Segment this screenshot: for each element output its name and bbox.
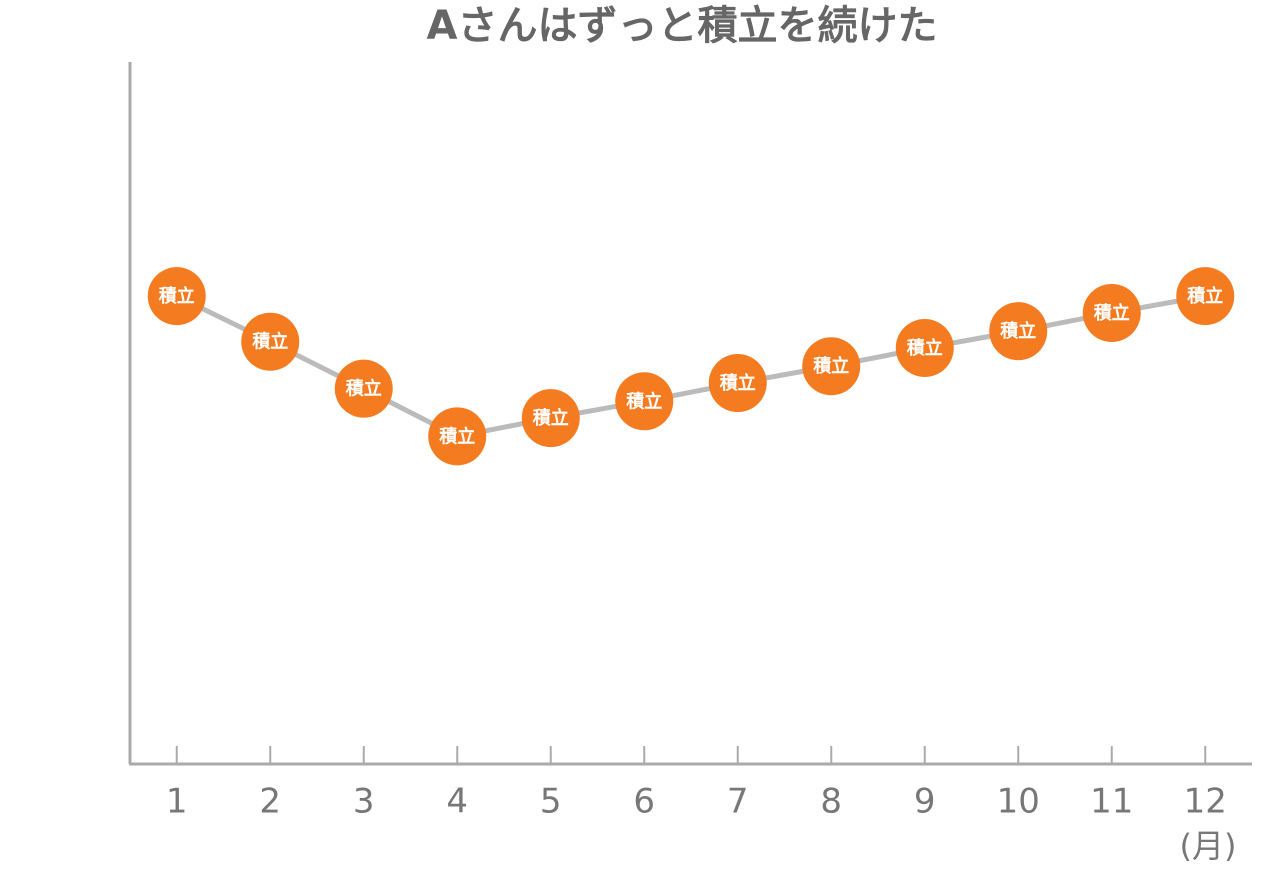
point-marker <box>802 337 861 396</box>
marker-label: 積立 <box>625 390 662 412</box>
point-marker <box>895 319 954 378</box>
x-axis-label: (月) <box>1180 827 1237 865</box>
x-tick-label: 7 <box>727 782 749 822</box>
x-tick-label: 11 <box>1090 782 1133 822</box>
point-marker <box>989 302 1048 361</box>
line <box>175 293 1206 439</box>
x-tick-label: 9 <box>914 782 936 822</box>
marker-label: 積立 <box>719 372 756 394</box>
x-tick-label: 8 <box>820 782 842 822</box>
chart-title: Aさんはずっと積立を続けた <box>427 3 938 49</box>
point-marker <box>521 389 580 448</box>
point-marker <box>615 372 674 431</box>
marker-label: 積立 <box>1186 285 1223 307</box>
marker-label: 積立 <box>1093 302 1130 324</box>
point-marker <box>428 407 487 466</box>
marker-label: 積立 <box>812 355 849 377</box>
x-tick-label: 12 <box>1184 782 1227 822</box>
marker-label: 積立 <box>345 378 382 400</box>
point-marker <box>708 354 767 413</box>
marker-label: 積立 <box>532 407 569 429</box>
marker-label: 積立 <box>999 320 1036 342</box>
x-tick-label: 5 <box>540 782 562 822</box>
point-marker <box>1082 283 1141 342</box>
x-tick-label: 2 <box>259 782 281 822</box>
x-tick-label: 3 <box>353 782 375 822</box>
marker-label: 積立 <box>906 337 943 359</box>
point-marker <box>147 267 206 326</box>
marker-label: 積立 <box>158 285 195 307</box>
x-tick-label: 10 <box>997 782 1040 822</box>
x-tick-label: 1 <box>166 782 188 822</box>
x-tick-label: 4 <box>446 782 468 822</box>
point-marker <box>241 312 300 371</box>
point-marker <box>1176 267 1235 326</box>
marker-label: 積立 <box>251 331 288 353</box>
point-marker <box>334 359 393 418</box>
marker-label: 積立 <box>438 425 475 447</box>
x-tick-label: 6 <box>633 782 655 822</box>
